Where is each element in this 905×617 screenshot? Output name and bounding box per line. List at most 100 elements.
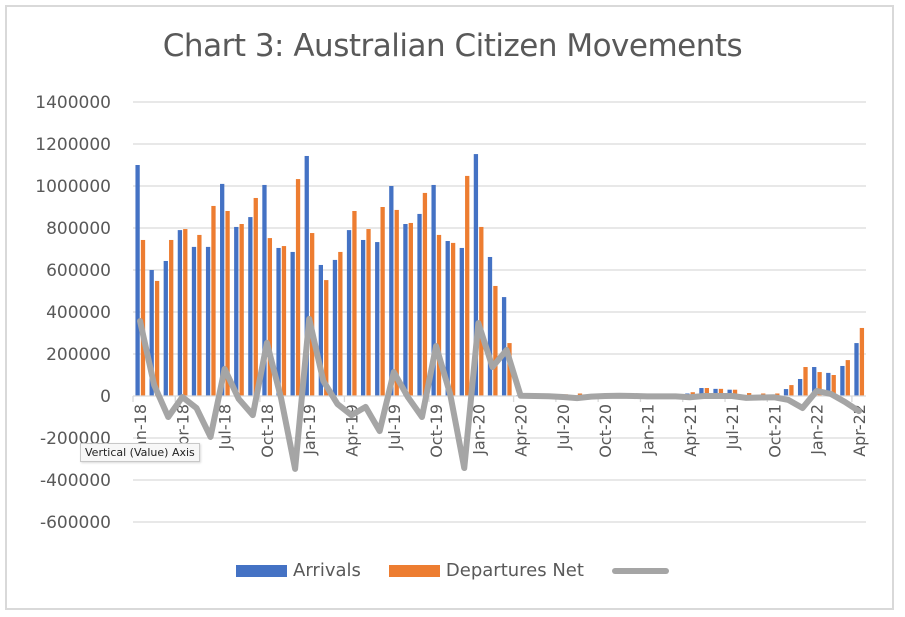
departures-bar[interactable]: [267, 238, 273, 396]
departures-bar[interactable]: [366, 229, 371, 396]
arrivals-bar[interactable]: [205, 246, 211, 396]
legend-item-arrivals[interactable]: Arrivals: [236, 560, 361, 581]
x-tick-label: Jul-20: [554, 404, 573, 450]
departures-bar[interactable]: [775, 393, 780, 396]
departures-bar[interactable]: [422, 192, 428, 396]
departures-bar[interactable]: [140, 239, 146, 396]
x-tick-label: Apr-21: [681, 404, 700, 457]
departures-bar[interactable]: [225, 210, 230, 396]
departures-bar[interactable]: [183, 229, 188, 396]
x-tick-label: Jan-20: [469, 404, 488, 456]
arrivals-bar[interactable]: [840, 365, 845, 396]
departures-bar[interactable]: [577, 393, 583, 396]
arrivals-bar[interactable]: [177, 230, 183, 396]
arrivals-bar[interactable]: [375, 242, 380, 396]
bar-series[interactable]: [135, 154, 865, 397]
legend-item-departures[interactable]: Departures Net: [388, 560, 584, 581]
net-line-series[interactable]: [137, 315, 862, 472]
arrivals-bar[interactable]: [135, 165, 140, 396]
chart-legend[interactable]: Arrivals Departures Net: [0, 560, 905, 581]
arrivals-bar[interactable]: [501, 297, 507, 396]
arrivals-bar[interactable]: [713, 388, 718, 396]
departures-bar[interactable]: [338, 251, 343, 396]
y-tick-label: 0: [100, 387, 111, 407]
departures-bar[interactable]: [394, 209, 399, 396]
departures-bar[interactable]: [493, 285, 498, 396]
legend-label-arrivals: Arrivals: [293, 560, 361, 581]
arrivals-bar[interactable]: [276, 247, 281, 396]
departures-bar[interactable]: [352, 210, 357, 396]
arrivals-bar[interactable]: [290, 251, 295, 396]
chart-title[interactable]: Chart 3: Australian Citizen Movements: [162, 28, 743, 64]
departures-bar[interactable]: [197, 234, 202, 396]
vertical-value-axis[interactable]: 1400000 1200000 1000000 800000 600000 400000 2…: [35, 93, 111, 533]
y-tick-label: 1000000: [35, 177, 111, 197]
departures-bar[interactable]: [408, 222, 413, 396]
arrivals-bar[interactable]: [262, 184, 267, 396]
arrivals-bar[interactable]: [431, 184, 436, 396]
departures-bar[interactable]: [789, 385, 794, 396]
net-line-swatch-icon: [611, 567, 669, 574]
arrivals-bar[interactable]: [248, 217, 253, 396]
departures-bar[interactable]: [436, 234, 442, 396]
departures-bar[interactable]: [169, 239, 174, 396]
arrivals-bar[interactable]: [318, 264, 323, 396]
x-tick-label: Oct-20: [596, 404, 615, 458]
departures-bar[interactable]: [859, 327, 865, 396]
arrivals-bar[interactable]: [332, 259, 338, 396]
arrivals-bar[interactable]: [234, 226, 239, 396]
departures-bar[interactable]: [479, 226, 484, 396]
departures-bar[interactable]: [831, 375, 836, 396]
arrivals-bar[interactable]: [304, 155, 309, 396]
arrivals-bar[interactable]: [445, 241, 450, 396]
net-line[interactable]: [137, 315, 862, 472]
y-tick-label: 600000: [46, 261, 111, 281]
y-tick-label: 1400000: [35, 93, 111, 113]
arrivals-bar[interactable]: [797, 378, 803, 396]
departures-bar[interactable]: [746, 393, 752, 396]
arrivals-bar[interactable]: [699, 388, 704, 396]
arrivals-bar[interactable]: [149, 270, 154, 396]
departures-bar[interactable]: [845, 360, 850, 396]
arrivals-bar[interactable]: [389, 186, 394, 396]
x-tick-label: Jan-18: [131, 404, 150, 456]
arrivals-bar[interactable]: [727, 389, 732, 396]
departures-bar[interactable]: [253, 197, 258, 396]
arrivals-bar[interactable]: [854, 343, 859, 396]
arrivals-bar[interactable]: [163, 260, 168, 396]
arrivals-bar[interactable]: [360, 239, 366, 396]
x-tick-label: Apr-19: [342, 404, 361, 457]
legend-label-departures: Departures Net: [445, 560, 584, 581]
departures-bar[interactable]: [465, 175, 470, 396]
departures-bar[interactable]: [154, 280, 160, 396]
departures-bar[interactable]: [295, 179, 301, 396]
x-tick-label: Jan-22: [808, 404, 827, 456]
departures-bar[interactable]: [718, 388, 724, 396]
arrivals-bar[interactable]: [812, 367, 817, 396]
departures-bar[interactable]: [704, 388, 709, 396]
departures-bar[interactable]: [324, 280, 329, 396]
arrivals-bar[interactable]: [459, 247, 464, 396]
departures-bar[interactable]: [281, 246, 287, 396]
departures-bar[interactable]: [211, 205, 216, 396]
arrivals-bar[interactable]: [826, 372, 831, 396]
arrivals-bar[interactable]: [346, 230, 352, 396]
departures-bar[interactable]: [450, 242, 456, 396]
arrivals-bar[interactable]: [403, 224, 408, 396]
arrivals-bar[interactable]: [783, 389, 789, 396]
arrivals-bar[interactable]: [417, 213, 422, 396]
arrivals-bar[interactable]: [220, 183, 225, 396]
departures-bar[interactable]: [817, 372, 822, 396]
departures-bar[interactable]: [310, 233, 315, 396]
arrivals-swatch-icon: [236, 564, 288, 577]
departures-bar[interactable]: [380, 207, 385, 396]
arrivals-bar[interactable]: [473, 154, 479, 396]
arrivals-bar[interactable]: [487, 256, 493, 396]
arrivals-bar[interactable]: [191, 246, 197, 396]
departures-bar[interactable]: [732, 389, 738, 396]
departures-bar[interactable]: [803, 367, 808, 396]
departures-bar[interactable]: [239, 224, 244, 396]
legend-item-net-line[interactable]: [611, 567, 669, 574]
horizontal-category-axis[interactable]: Jan-18 Apr-18 Jul-18 Oct-18 Jan-19 Apr-19 Jul-…: [131, 395, 869, 458]
